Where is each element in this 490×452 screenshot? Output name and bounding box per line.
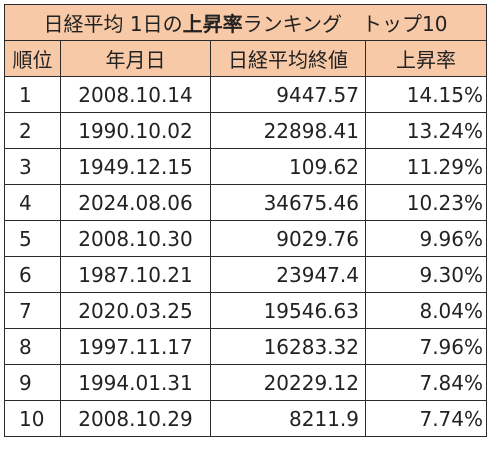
rate-cell: 11.29% [364, 148, 488, 185]
date-cell: 1949.12.15 [60, 148, 211, 185]
rate-cell: 7.96% [364, 328, 488, 365]
close-cell: 34675.46 [210, 184, 366, 221]
rate-cell: 14.15% [364, 76, 488, 113]
title-prefix: 日経平均 1日の [43, 12, 183, 36]
rate-cell: 9.30% [364, 256, 488, 293]
close-cell: 109.62 [210, 148, 366, 185]
ranking-table: 日経平均 1日の上昇率ランキング トップ10 順位 年月日 日経平均終値 上昇率… [3, 4, 488, 437]
rank-cell: 9 [4, 364, 61, 401]
close-cell: 19546.63 [210, 292, 366, 329]
table-row: 8 1997.11.17 16283.32 7.96% [4, 328, 488, 365]
date-cell: 2020.03.25 [60, 292, 211, 329]
rate-cell: 7.74% [364, 400, 488, 437]
close-cell: 23947.4 [210, 256, 366, 293]
title-suffix: ランキング トップ10 [242, 12, 448, 36]
close-cell: 9447.57 [210, 76, 366, 113]
date-cell: 1994.01.31 [60, 364, 211, 401]
table-row: 4 2024.08.06 34675.46 10.23% [4, 184, 488, 221]
rank-cell: 5 [4, 220, 61, 257]
table-row: 2 1990.10.02 22898.41 13.24% [4, 112, 488, 149]
rank-cell: 10 [4, 400, 61, 437]
table-title: 日経平均 1日の上昇率ランキング トップ10 [3, 4, 488, 41]
rate-cell: 13.24% [364, 112, 488, 149]
rank-cell: 3 [4, 148, 61, 185]
date-cell: 1990.10.02 [60, 112, 211, 149]
rank-cell: 6 [4, 256, 61, 293]
table-row: 7 2020.03.25 19546.63 8.04% [4, 292, 488, 329]
close-cell: 20229.12 [210, 364, 366, 401]
date-cell: 1987.10.21 [60, 256, 211, 293]
table-body: 1 2008.10.14 9447.57 14.15% 2 1990.10.02 22898… [4, 76, 488, 437]
table-row: 1 2008.10.14 9447.57 14.15% [4, 76, 488, 113]
date-cell: 2008.10.30 [60, 220, 211, 257]
rank-cell: 7 [4, 292, 61, 329]
rank-cell: 4 [4, 184, 61, 221]
date-cell: 2008.10.14 [60, 76, 211, 113]
close-cell: 8211.9 [210, 400, 366, 437]
table-row: 5 2008.10.30 9029.76 9.96% [4, 220, 488, 257]
rate-cell: 9.96% [364, 220, 488, 257]
header-row: 順位 年月日 日経平均終値 上昇率 [4, 40, 488, 77]
close-cell: 9029.76 [210, 220, 366, 257]
column-header-rank: 順位 [4, 40, 61, 77]
rate-cell: 8.04% [364, 292, 488, 329]
close-cell: 22898.41 [210, 112, 366, 149]
column-header-close: 日経平均終値 [210, 40, 366, 77]
column-header-rate: 上昇率 [364, 40, 488, 77]
column-header-date: 年月日 [60, 40, 211, 77]
title-highlight: 上昇率 [182, 12, 243, 36]
close-cell: 16283.32 [210, 328, 366, 365]
date-cell: 1997.11.17 [60, 328, 211, 365]
table-row: 6 1987.10.21 23947.4 9.30% [4, 256, 488, 293]
table-row: 9 1994.01.31 20229.12 7.84% [4, 364, 488, 401]
title-row: 日経平均 1日の上昇率ランキング トップ10 [3, 4, 488, 41]
rate-cell: 10.23% [364, 184, 488, 221]
date-cell: 2024.08.06 [60, 184, 211, 221]
rank-cell: 2 [4, 112, 61, 149]
table-row: 10 2008.10.29 8211.9 7.74% [4, 400, 488, 437]
rank-cell: 8 [4, 328, 61, 365]
rank-cell: 1 [4, 76, 61, 113]
table-row: 3 1949.12.15 109.62 11.29% [4, 148, 488, 185]
rate-cell: 7.84% [364, 364, 488, 401]
date-cell: 2008.10.29 [60, 400, 211, 437]
